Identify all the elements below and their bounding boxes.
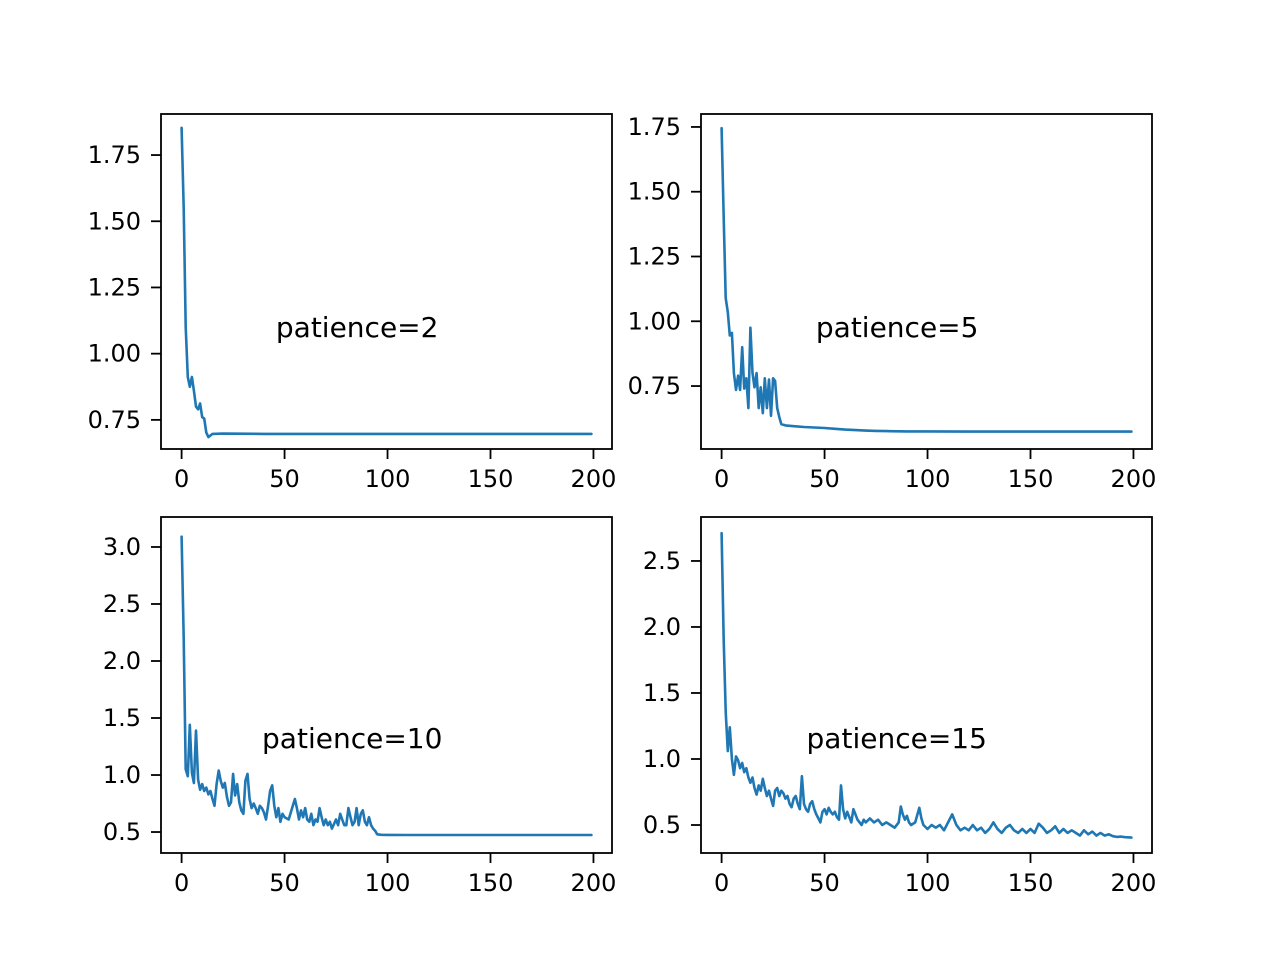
y-tick-label: 1.0 bbox=[103, 761, 141, 789]
loss-curve-subplot-1-series-1 bbox=[180, 126, 593, 439]
y-tick-label: 1.75 bbox=[628, 113, 681, 141]
y-tick-label: 2.0 bbox=[103, 647, 141, 675]
loss-curve-subplot-2-series-1 bbox=[720, 126, 1133, 433]
x-tick-label: 200 bbox=[571, 869, 617, 897]
annotation-patience-15: patience=15 bbox=[807, 722, 987, 755]
y-tick-label: 1.00 bbox=[628, 307, 681, 335]
x-tick-label: 50 bbox=[809, 465, 840, 493]
x-tick-label: 100 bbox=[365, 869, 411, 897]
x-tick-label: 100 bbox=[365, 465, 411, 493]
y-tick-label: 1.25 bbox=[628, 242, 681, 270]
annotation-patience-5: patience=5 bbox=[816, 311, 979, 344]
x-tick-label: 0 bbox=[714, 465, 729, 493]
x-tick-label: 50 bbox=[269, 869, 300, 897]
x-tick-label: 200 bbox=[1111, 465, 1157, 493]
y-tick-label: 1.0 bbox=[643, 745, 681, 773]
y-tick-label: 0.5 bbox=[643, 811, 681, 839]
y-tick-label: 3.0 bbox=[103, 533, 141, 561]
loss-curve-subplot-4-series-1 bbox=[720, 531, 1133, 839]
y-tick-label: 0.75 bbox=[628, 372, 681, 400]
x-tick-label: 50 bbox=[809, 869, 840, 897]
x-tick-label: 0 bbox=[714, 869, 729, 897]
x-tick-label: 150 bbox=[1008, 465, 1054, 493]
y-tick-label: 1.75 bbox=[88, 141, 141, 169]
y-tick-label: 1.00 bbox=[88, 340, 141, 368]
x-tick-label: 100 bbox=[905, 869, 951, 897]
y-tick-label: 1.25 bbox=[88, 273, 141, 301]
y-tick-label: 0.75 bbox=[88, 406, 141, 434]
y-tick-label: 1.5 bbox=[643, 679, 681, 707]
annotation-patience-10: patience=10 bbox=[262, 722, 442, 755]
y-tick-label: 2.5 bbox=[103, 590, 141, 618]
axes-spines-subplot-1 bbox=[160, 113, 613, 450]
x-tick-label: 0 bbox=[174, 465, 189, 493]
x-tick-label: 0 bbox=[174, 869, 189, 897]
x-tick-label: 150 bbox=[468, 465, 514, 493]
annotation-patience-2: patience=2 bbox=[276, 311, 439, 344]
loss-curve-subplot-3-series-1 bbox=[180, 535, 593, 837]
y-tick-label: 1.50 bbox=[628, 178, 681, 206]
x-tick-label: 150 bbox=[468, 869, 514, 897]
x-tick-label: 150 bbox=[1008, 869, 1054, 897]
y-tick-label: 0.5 bbox=[103, 818, 141, 846]
x-tick-label: 100 bbox=[905, 465, 951, 493]
x-tick-label: 200 bbox=[571, 465, 617, 493]
y-tick-label: 2.0 bbox=[643, 613, 681, 641]
axes-spines-subplot-4 bbox=[700, 516, 1153, 854]
axes-spines-subplot-2 bbox=[700, 113, 1153, 450]
axes-spines-subplot-3 bbox=[160, 516, 613, 854]
x-tick-label: 200 bbox=[1111, 869, 1157, 897]
x-tick-label: 50 bbox=[269, 465, 300, 493]
y-tick-label: 2.5 bbox=[643, 547, 681, 575]
y-tick-label: 1.50 bbox=[88, 207, 141, 235]
y-tick-label: 1.5 bbox=[103, 704, 141, 732]
